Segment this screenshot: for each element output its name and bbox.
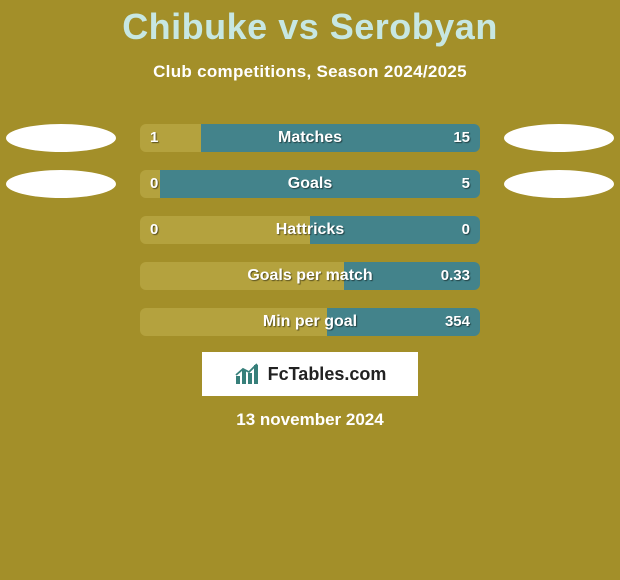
subtitle: Club competitions, Season 2024/2025 — [0, 62, 620, 82]
comparison-infographic: Chibuke vs Serobyan Club competitions, S… — [0, 0, 620, 580]
stat-row: 0.33Goals per match — [0, 262, 620, 290]
stat-label: Goals per match — [140, 262, 480, 290]
team-badge-right — [504, 170, 614, 198]
stat-label: Min per goal — [140, 308, 480, 336]
team-badge-left — [6, 170, 116, 198]
brand-text: FcTables.com — [268, 364, 387, 385]
stat-row: 00Hattricks — [0, 216, 620, 244]
stat-row: 115Matches — [0, 124, 620, 152]
chart-bars-icon — [234, 362, 262, 386]
stat-row: 05Goals — [0, 170, 620, 198]
team-badge-right — [504, 124, 614, 152]
page-title: Chibuke vs Serobyan — [0, 0, 620, 48]
stats-rows: 115Matches 05Goals 00Hattricks 0.33Goals pe… — [0, 124, 620, 354]
brand-box[interactable]: FcTables.com — [202, 352, 418, 396]
team-badge-left — [6, 124, 116, 152]
stat-label: Hattricks — [140, 216, 480, 244]
stat-row: 354Min per goal — [0, 308, 620, 336]
stat-label: Goals — [140, 170, 480, 198]
date-text: 13 november 2024 — [0, 410, 620, 430]
stat-label: Matches — [140, 124, 480, 152]
